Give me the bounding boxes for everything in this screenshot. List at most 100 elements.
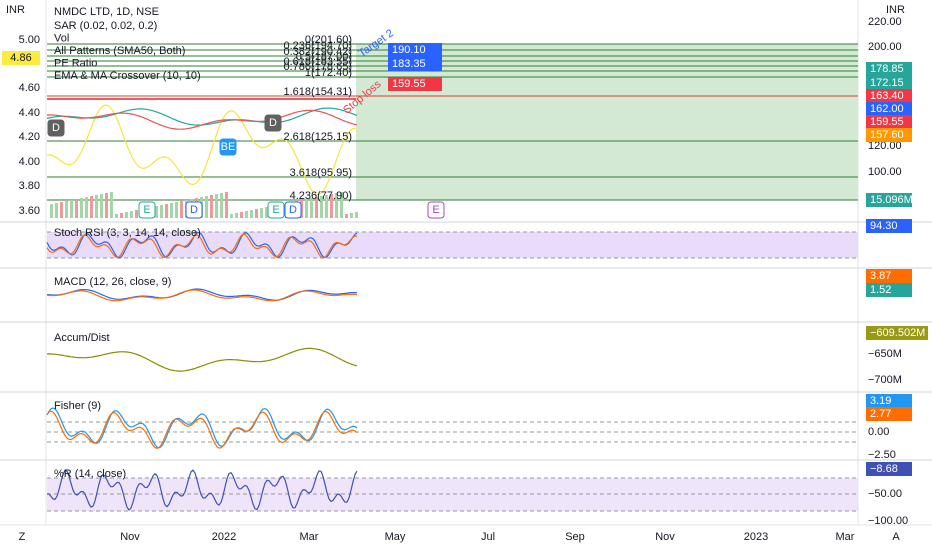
currency: INR <box>6 4 25 16</box>
pane-badge <box>866 326 928 340</box>
price-label: 100.00 <box>868 166 902 178</box>
fib-label: 2.618(125.15) <box>284 131 353 143</box>
fib-label: 1(172.40) <box>305 67 352 79</box>
price-label: 220.00 <box>868 16 902 28</box>
volume-bar <box>205 196 208 218</box>
volume-bar <box>255 209 258 218</box>
indicator-line <box>46 109 358 130</box>
legend-indicator: PE Ratio <box>54 57 97 69</box>
price-label: 120.00 <box>868 140 902 152</box>
trade-badge-text: 159.55 <box>392 78 426 90</box>
fib-label: 3.618(95.95) <box>290 167 352 179</box>
trade-badge-text: 183.35 <box>392 58 426 70</box>
volume-bar <box>115 214 118 218</box>
price-badge <box>866 62 912 76</box>
pane-badge <box>866 462 912 476</box>
left-current: 4.86 <box>10 52 31 64</box>
price-badge-text: 163.40 <box>870 90 904 102</box>
left-axis-label: 5.00 <box>19 34 40 46</box>
volume-bar <box>170 203 173 218</box>
decorations <box>0 43 932 512</box>
volume-bar <box>70 200 73 218</box>
pane-label: −700M <box>868 374 902 386</box>
legend-symbol: NMDC LTD, 1D, NSE <box>54 6 159 18</box>
price-badge-text: 172.15 <box>870 77 904 89</box>
pane-title: %R (14, close) <box>54 468 126 480</box>
pane-label: −2.50 <box>868 449 896 461</box>
price-badge-text: 178.85 <box>870 63 904 75</box>
volume-bar <box>75 199 78 218</box>
marker-text: E <box>432 204 439 216</box>
pattern-marker <box>427 201 445 219</box>
volume-bar <box>90 196 93 218</box>
fib-label: 0.786(178.65) <box>284 61 353 73</box>
time-label: Sep <box>565 531 585 543</box>
pane-title: Stoch RSI (3, 3, 14, 14, close) <box>54 227 201 239</box>
volume-bar <box>125 212 128 218</box>
pattern-marker <box>219 138 237 156</box>
marker-text: D <box>289 204 297 216</box>
price-badge-text: 15.096M <box>870 194 913 206</box>
time-label: 2023 <box>744 531 768 543</box>
corner: Z <box>19 531 26 543</box>
volume-bar <box>260 208 263 218</box>
volume-bar <box>340 192 343 218</box>
volume-bar <box>130 211 133 218</box>
volume-bar <box>225 192 228 218</box>
price-badge <box>866 115 912 129</box>
pane-badge-text: 3.87 <box>870 270 891 282</box>
volume-bar <box>135 210 138 218</box>
volume-bar <box>240 212 243 218</box>
time-label: Jul <box>481 531 495 543</box>
time-label: May <box>385 531 406 543</box>
volume-bar <box>180 201 183 218</box>
pane-title: Accum/Dist <box>54 332 110 344</box>
marker-text: D <box>190 204 198 216</box>
volume-bar <box>175 202 178 218</box>
left-axis-label: 4.20 <box>19 131 40 143</box>
volume-bar <box>100 194 103 218</box>
volume-bar <box>110 192 113 218</box>
volume-bar <box>220 193 223 218</box>
volume-bar <box>335 193 338 218</box>
trade-badge <box>388 77 442 91</box>
pattern-marker <box>47 119 65 137</box>
pane-badge <box>866 394 912 408</box>
legend-indicator: SAR (0.02, 0.02, 0.2) <box>54 20 157 32</box>
volume-bar <box>165 204 168 218</box>
legend-indicator: All Patterns (SMA50, Both) <box>54 45 185 57</box>
pane-label: −50.00 <box>868 488 902 500</box>
marker-text: D <box>269 117 277 129</box>
left-axis-label: 3.80 <box>19 180 40 192</box>
pattern-marker <box>284 201 302 219</box>
time-label: Mar <box>300 531 319 543</box>
volume-bar <box>160 205 163 218</box>
volume-bar <box>310 198 313 218</box>
pane-title: MACD (12, 26, close, 9) <box>54 276 171 288</box>
volume-bar <box>315 197 318 218</box>
pane-badge-text: 2.77 <box>870 408 891 420</box>
fib-label: 0(201.60) <box>305 34 352 46</box>
pane-badge-text: 1.52 <box>870 284 891 296</box>
indicator-line <box>46 410 358 450</box>
price-badge-text: 162.00 <box>870 103 904 115</box>
price-badge <box>866 128 912 142</box>
volume-bar <box>305 199 308 218</box>
volume-bar <box>230 214 233 218</box>
left-axis-label: 4.00 <box>19 156 40 168</box>
indicator-line <box>46 233 358 259</box>
legend-indicator: EMA & MA Crossover (10, 10) <box>54 70 201 82</box>
volume-bar <box>330 194 333 218</box>
legend-indicator: Vol <box>54 32 69 44</box>
volume-bar <box>215 194 218 218</box>
indicator-line <box>46 469 358 511</box>
volume-bar <box>320 196 323 218</box>
pane-title: Fisher (9) <box>54 400 101 412</box>
volume-bar <box>80 198 83 218</box>
price-badge <box>866 102 912 116</box>
volume-bar <box>155 206 158 218</box>
volume-bar <box>325 195 328 218</box>
price-badge-text: 159.55 <box>870 116 904 128</box>
corner: A <box>892 531 900 543</box>
volume-bar <box>105 193 108 218</box>
